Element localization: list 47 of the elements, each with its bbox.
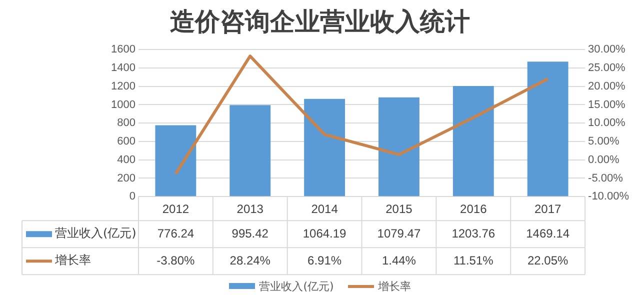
x-tick-label: 2014 [311, 202, 338, 216]
data-label: 1203.76 [452, 226, 496, 240]
data-label: 1.44% [382, 253, 416, 268]
chart-title: 造价咨询企业营业收入统计 [169, 6, 471, 38]
y-tick-label: 800 [117, 117, 136, 130]
data-label: 28.24% [230, 253, 271, 268]
y-tick-label: 600 [117, 136, 136, 148]
y2-tick-label: 5.00% [588, 136, 620, 148]
data-label: 995.42 [232, 226, 269, 240]
text: 增长率 [55, 253, 91, 268]
y-tick-label: 1200 [110, 80, 136, 92]
y2-tick-label: 30.00% [588, 44, 626, 56]
y2-tick-label: 20.00% [588, 80, 626, 92]
legend-label: 增长率 [378, 278, 411, 294]
text: 营业收入(亿元) [259, 280, 334, 292]
bar [230, 105, 271, 196]
bar [527, 62, 568, 196]
bar [378, 97, 420, 196]
y-tick-label: 1000 [110, 98, 136, 111]
data-label: 1469.14 [526, 226, 570, 240]
bar [304, 98, 346, 196]
y-tick-label: 0 [129, 190, 136, 203]
x-tick-label: 2016 [460, 202, 488, 216]
data-label: 1079.47 [377, 226, 421, 240]
bar [452, 86, 494, 196]
data-label: 6.91% [308, 253, 342, 268]
x-tick-label: 2017 [534, 202, 562, 216]
data-label: 1064.19 [302, 226, 347, 240]
y2-tick-label: 25.00% [588, 62, 626, 74]
data-label: 22.05% [527, 253, 568, 268]
x-tick-label: 2012 [162, 202, 190, 216]
y2-tick-label: -5.00% [588, 172, 624, 184]
data-label: -3.80% [156, 253, 196, 268]
y2-tick-label: -10.00% [588, 190, 630, 203]
y2-tick-label: 0.00% [588, 154, 620, 166]
data-label: 11.51% [453, 253, 494, 268]
legend-label: 营业收入(亿元) [55, 226, 136, 240]
y2-tick-label: 10.00% [588, 117, 626, 130]
y-tick-label: 1400 [110, 62, 136, 74]
x-tick-label: 2013 [236, 202, 264, 216]
x-tick-label: 2015 [386, 202, 413, 216]
bar [155, 125, 196, 196]
y-tick-label: 1600 [110, 44, 136, 56]
y2-tick-label: 15.00% [588, 98, 626, 111]
y-tick-label: 200 [117, 172, 136, 184]
y-tick-label: 400 [117, 154, 136, 166]
data-label: 776.24 [157, 226, 194, 240]
